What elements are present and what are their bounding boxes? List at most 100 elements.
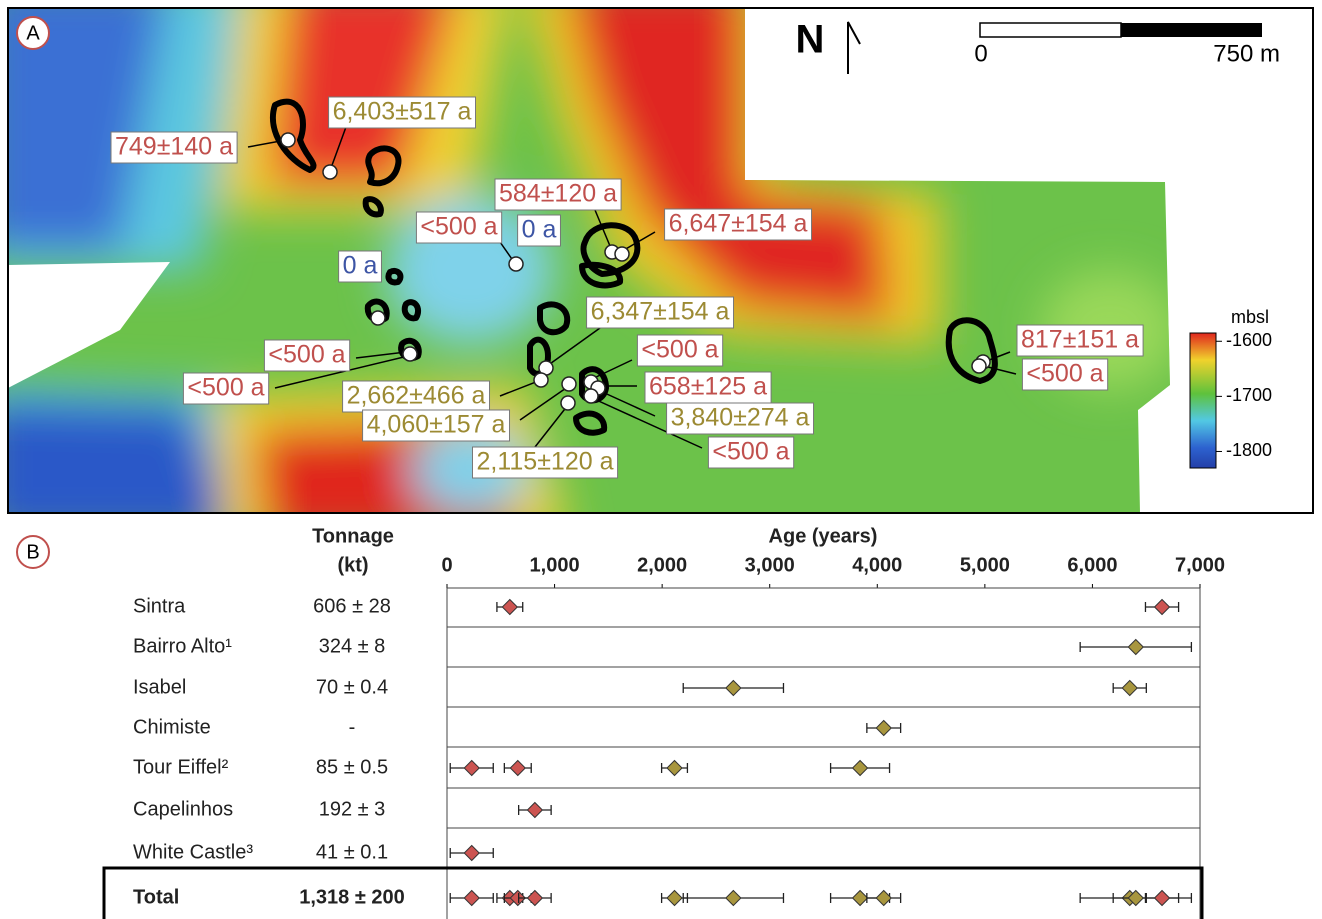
scale-bar	[1121, 23, 1262, 37]
x-tick-label: 6,000	[1067, 554, 1117, 576]
age-label: 817±151 a	[1017, 325, 1143, 356]
age-label: 2,662±466 a	[343, 381, 490, 412]
label-text: 2,662±466 a	[347, 382, 486, 410]
tonnage: -	[349, 716, 356, 738]
diamond-marker	[464, 891, 479, 906]
label-text: 4,060±157 a	[367, 411, 506, 439]
x-tick-label: 4,000	[852, 554, 902, 576]
row-label: Sintra	[133, 595, 186, 617]
scale-label: 750 m	[1213, 40, 1280, 67]
diamond-marker	[876, 721, 891, 736]
diamond-marker	[464, 846, 479, 861]
row-label: White Castle³	[133, 841, 253, 863]
row-label: Total	[133, 886, 179, 908]
diamond-marker	[502, 600, 517, 615]
tonnage: 70 ± 0.4	[316, 676, 388, 698]
diamond-marker	[853, 761, 868, 776]
tonnage: 324 ± 8	[319, 635, 386, 657]
label-text: 6,647±154 a	[669, 210, 808, 238]
x-tick-label: 1,000	[530, 554, 580, 576]
diamond-marker	[876, 891, 891, 906]
scale-bar	[980, 23, 1121, 37]
diamond-marker	[1155, 891, 1170, 906]
label-text: 0 a	[522, 216, 557, 244]
diamond-marker	[527, 803, 542, 818]
colorbar-tick-label: -1600	[1226, 330, 1272, 350]
label-text: <500 a	[1026, 360, 1103, 388]
age-label: <500 a	[637, 335, 722, 366]
diamond-marker	[726, 891, 741, 906]
label-text: <500 a	[641, 336, 718, 364]
panel-label: B	[26, 541, 39, 563]
label-text: 0 a	[343, 252, 378, 280]
tonnage: 192 ± 3	[319, 798, 386, 820]
label-text: 2,115±120 a	[477, 448, 614, 476]
diamond-marker	[464, 761, 479, 776]
age-label: 0 a	[339, 251, 382, 282]
total-box	[104, 868, 1202, 919]
label-text: 584±120 a	[499, 180, 617, 208]
age-label: 6,647±154 a	[665, 209, 812, 240]
label-text: 749±140 a	[115, 133, 233, 161]
age-label: 4,060±157 a	[363, 410, 510, 441]
column-title: Tonnage	[312, 525, 394, 547]
diamond-marker	[527, 891, 542, 906]
diamond-marker	[726, 681, 741, 696]
label-text: 817±151 a	[1021, 326, 1139, 354]
x-tick-label: 5,000	[960, 554, 1010, 576]
age-label: 0 a	[518, 215, 561, 246]
label-text: <500 a	[268, 341, 345, 369]
label-text: <500 a	[420, 213, 497, 241]
tonnage: 606 ± 28	[313, 595, 391, 617]
diamond-marker	[667, 891, 682, 906]
x-axis-title: Age (years)	[769, 525, 878, 547]
x-tick-label: 3,000	[745, 554, 795, 576]
scale-label: 0	[974, 40, 987, 67]
colorbar-title: mbsl	[1231, 307, 1269, 327]
label-text: <500 a	[187, 374, 264, 402]
tonnage: 85 ± 0.5	[316, 756, 388, 778]
row-label: Capelinhos	[133, 798, 233, 820]
map-panel: A N 0 750 m mbsl	[0, 0, 1322, 540]
tonnage: 1,318 ± 200	[299, 886, 405, 908]
age-label: <500 a	[264, 340, 349, 371]
label-text: 3,840±274 a	[671, 404, 810, 432]
label-text: 658±125 a	[649, 373, 767, 401]
label-text: 6,347±154 a	[591, 298, 730, 326]
north-label: N	[796, 18, 825, 62]
age-label: 3,840±274 a	[667, 403, 814, 434]
colorbar	[1190, 333, 1216, 468]
label-text: <500 a	[712, 438, 789, 466]
row-label: Bairro Alto¹	[133, 635, 232, 657]
colorbar-tick-label: -1700	[1226, 385, 1272, 405]
panel-label: A	[26, 22, 40, 44]
age-label: <500 a	[416, 212, 501, 243]
age-label: 6,403±517 a	[329, 97, 476, 128]
age-label: 749±140 a	[111, 132, 237, 163]
row-label: Tour Eiffel²	[133, 756, 229, 778]
x-tick-label: 7,000	[1175, 554, 1225, 576]
diamond-marker	[1122, 681, 1137, 696]
x-tick-label: 0	[441, 554, 452, 576]
x-tick-label: 2,000	[637, 554, 687, 576]
age-label: <500 a	[1022, 359, 1107, 390]
diamond-marker	[1128, 640, 1143, 655]
label-text: 6,403±517 a	[333, 98, 472, 126]
chart-panel: B Age (years) Tonnage (kt) 0 1,000 2,000 3,…	[17, 525, 1225, 919]
age-label: 6,347±154 a	[587, 297, 734, 328]
diamond-marker	[510, 761, 525, 776]
age-label: 2,115±120 a	[473, 447, 618, 478]
age-label: 584±120 a	[495, 179, 621, 210]
figure: A N 0 750 m mbsl 6,403±517 a 749±140 a 584…	[0, 0, 1322, 919]
age-label: <500 a	[708, 437, 793, 468]
row-label: Isabel	[133, 676, 186, 698]
age-label: <500 a	[183, 373, 268, 404]
colorbar-tick-label: -1800	[1226, 440, 1272, 460]
column-title: (kt)	[337, 554, 368, 576]
row-label: Chimiste	[133, 716, 211, 738]
age-label: 658±125 a	[645, 372, 771, 403]
diamond-marker	[853, 891, 868, 906]
tonnage: 41 ± 0.1	[316, 841, 388, 863]
diamond-marker	[1155, 600, 1170, 615]
diamond-marker	[667, 761, 682, 776]
